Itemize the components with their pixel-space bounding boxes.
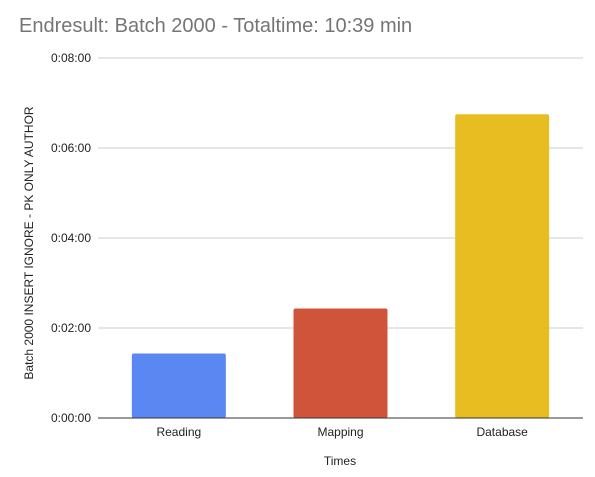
x-tick-label: Database bbox=[476, 425, 528, 439]
chart-title: Endresult: Batch 2000 - Totaltime: 10:39… bbox=[19, 15, 412, 37]
bar-mapping bbox=[293, 308, 388, 418]
bar-database bbox=[455, 114, 550, 418]
bars bbox=[131, 114, 550, 418]
y-tick-label: 0:08:00 bbox=[51, 51, 91, 65]
y-tick-label: 0:02:00 bbox=[51, 321, 91, 335]
y-axis-label: Batch 2000 INSERT IGNORE - PK ONLY AUTHO… bbox=[22, 106, 36, 380]
x-tick-label: Reading bbox=[156, 425, 201, 439]
y-tick-label: 0:04:00 bbox=[51, 231, 91, 245]
y-tick-label: 0:00:00 bbox=[51, 411, 91, 425]
y-axis-ticks: 0:00:00 0:02:00 0:04:00 0:06:00 0:08:00 bbox=[51, 51, 91, 425]
bar-reading bbox=[131, 353, 226, 418]
x-tick-label: Mapping bbox=[317, 425, 363, 439]
x-axis-ticks: Reading Mapping Database bbox=[156, 425, 528, 439]
x-axis-label: Times bbox=[324, 454, 356, 468]
y-tick-label: 0:06:00 bbox=[51, 141, 91, 155]
